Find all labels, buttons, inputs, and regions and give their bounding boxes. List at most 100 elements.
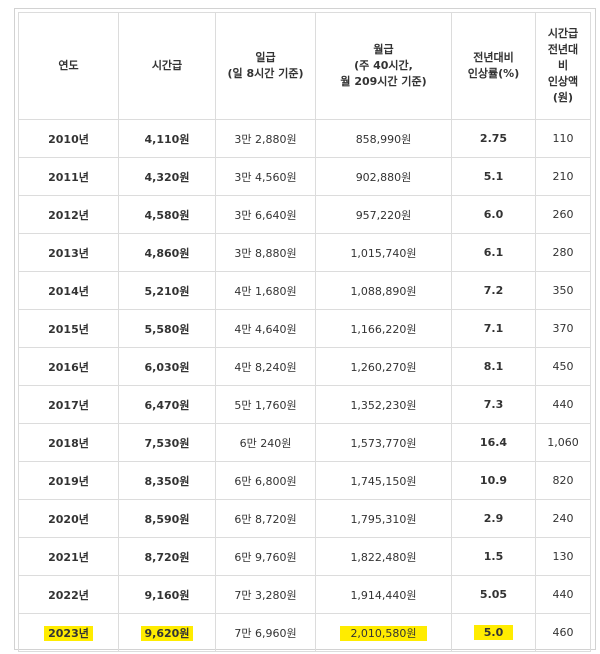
- rate-cell-text: 10.9: [479, 474, 508, 487]
- daily-cell-text: 7만 3,280원: [234, 588, 297, 602]
- monthly-cell-text: 2,010,580원: [340, 625, 427, 641]
- monthly-cell-text: 1,260,270원: [350, 360, 417, 374]
- monthly-cell-text: 1,088,890원: [350, 284, 417, 298]
- header-year: 연도: [18, 12, 119, 120]
- header-daily: 일급 (일 8시간 기준): [215, 12, 316, 120]
- hourly-cell: 9,620원: [118, 613, 216, 652]
- daily-cell-text: 3만 2,880원: [234, 132, 297, 146]
- table-row: 2019년 8,350원 6만 6,800원 1,745,150원 10.9 820: [18, 461, 591, 500]
- hourly-cell-text: 5,580원: [144, 322, 190, 336]
- year-cell: 2022년: [18, 575, 119, 614]
- hourly-cell: 7,530원: [118, 423, 216, 462]
- daily-cell-text: 7만 6,960원: [234, 626, 297, 640]
- daily-cell-text: 6만 6,800원: [234, 474, 297, 488]
- rate-cell: 7.1: [451, 309, 536, 348]
- daily-cell-text: 5만 1,760원: [234, 398, 297, 412]
- table-row: 2016년 6,030원 4만 8,240원 1,260,270원 8.1 450: [18, 347, 591, 386]
- year-cell-text: 2014년: [48, 284, 89, 298]
- rate-cell-text: 1.5: [483, 550, 504, 563]
- year-cell-text: 2018년: [48, 436, 89, 450]
- daily-cell-text: 3만 6,640원: [234, 208, 297, 222]
- rate-cell-text: 5.0: [473, 625, 514, 640]
- increase-cell: 440: [535, 575, 591, 614]
- monthly-cell-text: 1,573,770원: [350, 436, 417, 450]
- increase-cell: 450: [535, 347, 591, 386]
- increase-cell-text: 440: [552, 588, 574, 601]
- daily-cell: 6만 240원: [215, 423, 316, 462]
- daily-cell: 4만 1,680원: [215, 271, 316, 310]
- increase-cell: 280: [535, 233, 591, 272]
- hourly-cell-text: 9,160원: [144, 588, 190, 602]
- monthly-cell: 1,015,740원: [315, 233, 452, 272]
- hourly-cell: 6,470원: [118, 385, 216, 424]
- table-row: 2011년 4,320원 3만 4,560원 902,880원 5.1 210: [18, 157, 591, 196]
- table-header-row: 연도 시간급 일급 (일 8시간 기준) 월급 (주 40시간, 월 209시간 기준…: [18, 12, 591, 120]
- monthly-cell-text: 858,990원: [355, 132, 412, 146]
- daily-cell: 7만 3,280원: [215, 575, 316, 614]
- increase-cell: 350: [535, 271, 591, 310]
- hourly-cell-text: 8,590원: [144, 512, 190, 526]
- year-cell: 2023년: [18, 613, 119, 652]
- hourly-cell-text: 4,320원: [144, 170, 190, 184]
- hourly-cell-text: 5,210원: [144, 284, 190, 298]
- rate-cell: 6.0: [451, 195, 536, 234]
- monthly-cell: 1,573,770원: [315, 423, 452, 462]
- daily-cell-text: 4만 1,680원: [234, 284, 297, 298]
- daily-cell: 3만 6,640원: [215, 195, 316, 234]
- hourly-cell-text: 7,530원: [144, 436, 190, 450]
- monthly-cell: 957,220원: [315, 195, 452, 234]
- year-cell-text: 2021년: [48, 550, 89, 564]
- hourly-cell-text: 6,470원: [144, 398, 190, 412]
- table-row: 2012년 4,580원 3만 6,640원 957,220원 6.0 260: [18, 195, 591, 234]
- increase-cell: 240: [535, 499, 591, 538]
- rate-cell: 16.4: [451, 423, 536, 462]
- table-row: 2018년 7,530원 6만 240원 1,573,770원 16.4 1,060: [18, 423, 591, 462]
- monthly-cell: 1,352,230원: [315, 385, 452, 424]
- monthly-cell: 1,260,270원: [315, 347, 452, 386]
- rate-cell: 2.75: [451, 119, 536, 158]
- monthly-cell: 2,010,580원: [315, 613, 452, 652]
- table-row: 2014년 5,210원 4만 1,680원 1,088,890원 7.2 350: [18, 271, 591, 310]
- rate-cell: 6.1: [451, 233, 536, 272]
- monthly-cell-text: 1,015,740원: [350, 246, 417, 260]
- monthly-cell: 1,166,220원: [315, 309, 452, 348]
- daily-cell: 4만 4,640원: [215, 309, 316, 348]
- increase-cell: 110: [535, 119, 591, 158]
- hourly-cell: 5,210원: [118, 271, 216, 310]
- increase-cell-text: 460: [552, 626, 574, 639]
- rate-cell-text: 7.1: [483, 322, 504, 335]
- daily-cell: 5만 1,760원: [215, 385, 316, 424]
- hourly-cell: 6,030원: [118, 347, 216, 386]
- daily-cell-text: 6만 8,720원: [234, 512, 297, 526]
- header-increase: 시간급 전년대 비 인상액 (원): [535, 12, 591, 120]
- table-row: 2013년 4,860원 3만 8,880원 1,015,740원 6.1 280: [18, 233, 591, 272]
- year-cell: 2010년: [18, 119, 119, 158]
- hourly-cell: 8,720원: [118, 537, 216, 576]
- rate-cell-text: 2.9: [483, 512, 504, 525]
- increase-cell: 440: [535, 385, 591, 424]
- increase-cell-text: 260: [552, 208, 574, 221]
- header-hourly: 시간급: [118, 12, 216, 120]
- monthly-cell: 902,880원: [315, 157, 452, 196]
- rate-cell: 2.9: [451, 499, 536, 538]
- year-cell-text: 2015년: [48, 322, 89, 336]
- year-cell: 2017년: [18, 385, 119, 424]
- header-rate: 전년대비 인상률(%): [451, 12, 536, 120]
- hourly-cell: 5,580원: [118, 309, 216, 348]
- monthly-cell: 1,914,440원: [315, 575, 452, 614]
- year-cell: 2016년: [18, 347, 119, 386]
- increase-cell: 370: [535, 309, 591, 348]
- rate-cell: 10.9: [451, 461, 536, 500]
- year-cell: 2020년: [18, 499, 119, 538]
- year-cell: 2018년: [18, 423, 119, 462]
- year-cell-text: 2010년: [48, 132, 89, 146]
- year-cell-text: 2020년: [48, 512, 89, 526]
- daily-cell-text: 3만 4,560원: [234, 170, 297, 184]
- monthly-cell-text: 1,745,150원: [350, 474, 417, 488]
- rate-cell-text: 7.3: [483, 398, 504, 411]
- year-cell-text: 2011년: [48, 170, 89, 184]
- hourly-cell-text: 9,620원: [140, 625, 194, 641]
- rate-cell-text: 2.75: [479, 132, 508, 145]
- monthly-cell: 1,745,150원: [315, 461, 452, 500]
- year-cell-text: 2012년: [48, 208, 89, 222]
